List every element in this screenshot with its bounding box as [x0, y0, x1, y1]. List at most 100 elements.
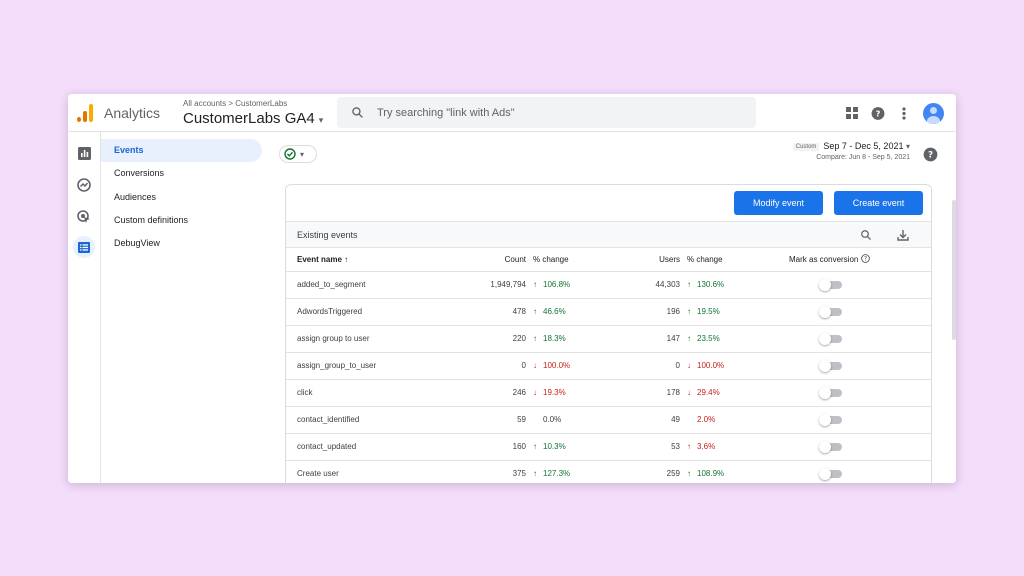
- column-header-count[interactable]: Count: [436, 248, 526, 272]
- property-name: CustomerLabs GA4: [183, 110, 315, 127]
- arrow-up-icon: ↑: [533, 280, 537, 289]
- table-row[interactable]: click 246 ↓ 19.3% 178 ↓ 29.4%: [286, 379, 931, 407]
- download-icon[interactable]: [897, 229, 909, 241]
- date-range-picker[interactable]: Custom Sep 7 - Dec 5, 2021 ▾ Compare: Jun…: [792, 141, 910, 161]
- users-change-cell: ↑ 19.5%: [680, 298, 774, 326]
- column-header-event-name[interactable]: Event name ↑: [286, 248, 436, 272]
- table-row[interactable]: AdwordsTriggered 478 ↑ 46.6% 196 ↑ 19.5%: [286, 298, 931, 326]
- date-range-label: Sep 7 - Dec 5, 2021: [823, 141, 904, 151]
- count-change-cell: ↓ 19.3%: [526, 379, 636, 407]
- count-change-cell: ↓ 100.0%: [526, 352, 636, 380]
- event-name-cell[interactable]: contact_identified: [286, 406, 436, 434]
- compare-range-label: Compare: Jun 8 - Sep 5, 2021: [816, 154, 910, 161]
- analytics-window: Analytics All accounts > CustomerLabs Cu…: [68, 94, 956, 483]
- svg-text:?: ?: [928, 151, 933, 161]
- users-change-cell: 2.0%: [680, 406, 774, 434]
- arrow-up-icon: ↑: [687, 442, 691, 451]
- column-header-count-change[interactable]: % change: [526, 248, 636, 272]
- arrow-down-icon: ↓: [687, 388, 691, 397]
- modify-event-button[interactable]: Modify event: [734, 191, 823, 215]
- conversion-cell: [774, 379, 931, 407]
- arrow-up-icon: ↑: [533, 334, 537, 343]
- events-card: Modify event Create event Existing event…: [285, 184, 932, 483]
- count-change-cell: 0.0%: [526, 406, 636, 434]
- arrow-down-icon: ↓: [687, 361, 691, 370]
- event-name-cell[interactable]: click: [286, 379, 436, 407]
- subnav-item-custom-definitions[interactable]: Custom definitions: [114, 215, 189, 225]
- subnav-item-conversions[interactable]: Conversions: [114, 168, 165, 178]
- users-cell: 178: [636, 379, 680, 407]
- configure-icon[interactable]: [73, 236, 95, 258]
- column-header-users[interactable]: Users: [636, 248, 680, 272]
- account-avatar[interactable]: [923, 102, 944, 124]
- subnav-item-events[interactable]: Events: [101, 139, 262, 162]
- table-row[interactable]: assign_group_to_user 0 ↓ 100.0% 0 ↓ 100.0%: [286, 352, 931, 380]
- mark-as-conversion-toggle[interactable]: [819, 386, 842, 399]
- search-input[interactable]: [377, 104, 737, 121]
- mark-as-conversion-toggle[interactable]: [819, 467, 842, 480]
- event-name-cell[interactable]: Create user: [286, 460, 436, 483]
- table-row[interactable]: contact_identified 59 0.0% 49 2.0%: [286, 406, 931, 434]
- mark-as-conversion-toggle[interactable]: [819, 413, 842, 426]
- svg-text:?: ?: [876, 108, 881, 118]
- count-cell: 160: [436, 433, 526, 461]
- search-icon[interactable]: [860, 229, 872, 241]
- data-quality-chip[interactable]: ▾: [279, 145, 317, 163]
- chevron-down-icon: ▾: [318, 115, 324, 125]
- users-change-cell: ↑ 130.6%: [680, 271, 774, 299]
- table-header-bar: Existing events: [286, 222, 931, 248]
- event-name-cell[interactable]: assign_group_to_user: [286, 352, 436, 380]
- conversion-cell: [774, 352, 931, 380]
- more-vert-icon[interactable]: [897, 106, 911, 120]
- arrow-up-icon: ↑: [533, 469, 537, 478]
- arrow-up-icon: ↑: [687, 334, 691, 343]
- conversion-cell: [774, 406, 931, 434]
- arrow-up-icon: ↑: [687, 307, 691, 316]
- mark-as-conversion-toggle[interactable]: [819, 332, 842, 345]
- conversion-cell: [774, 325, 931, 353]
- mark-as-conversion-toggle[interactable]: [819, 359, 842, 372]
- table-row[interactable]: added_to_segment 1,949,794 ↑ 106.8% 44,303 ↑ 1…: [286, 271, 931, 299]
- analytics-logo[interactable]: [77, 104, 93, 122]
- event-name-cell[interactable]: AdwordsTriggered: [286, 298, 436, 326]
- custom-badge: Custom: [792, 142, 820, 151]
- count-change-cell: ↑ 106.8%: [526, 271, 636, 299]
- count-cell: 0: [436, 352, 526, 380]
- table-row[interactable]: assign group to user 220 ↑ 18.3% 147 ↑ 23.5%: [286, 325, 931, 353]
- left-rail: [68, 132, 101, 483]
- breadcrumb[interactable]: All accounts > CustomerLabs: [183, 99, 288, 108]
- table-row[interactable]: Create user 375 ↑ 127.3% 259 ↑ 108.9%: [286, 460, 931, 483]
- subnav-item-debugview[interactable]: DebugView: [114, 238, 160, 248]
- count-cell: 478: [436, 298, 526, 326]
- help-icon[interactable]: ?: [871, 106, 885, 120]
- search-icon: [352, 107, 363, 118]
- svg-text:?: ?: [864, 257, 867, 263]
- mark-as-conversion-toggle[interactable]: [819, 440, 842, 453]
- users-change-cell: ↑ 3.6%: [680, 433, 774, 461]
- mark-as-conversion-toggle[interactable]: [819, 305, 842, 318]
- conversion-cell: [774, 460, 931, 483]
- property-selector[interactable]: CustomerLabs GA4 ▾: [183, 110, 323, 127]
- reports-icon[interactable]: [75, 144, 93, 162]
- help-outline-icon[interactable]: ?: [860, 254, 870, 264]
- conversion-cell: [774, 271, 931, 299]
- help-icon[interactable]: ?: [923, 147, 938, 167]
- event-name-cell[interactable]: contact_updated: [286, 433, 436, 461]
- scrollbar[interactable]: [952, 200, 956, 340]
- arrow-up-icon: ↑: [533, 307, 537, 316]
- arrow-up-icon: ↑: [533, 442, 537, 451]
- users-change-cell: ↑ 108.9%: [680, 460, 774, 483]
- explore-icon[interactable]: [75, 176, 93, 194]
- advertising-icon[interactable]: [75, 208, 93, 226]
- arrow-up-icon: ↑: [687, 280, 691, 289]
- search-bar[interactable]: [337, 97, 756, 128]
- mark-as-conversion-toggle[interactable]: [819, 278, 842, 291]
- apps-grid-icon[interactable]: [845, 106, 859, 120]
- count-change-cell: ↑ 18.3%: [526, 325, 636, 353]
- create-event-button[interactable]: Create event: [834, 191, 923, 215]
- table-row[interactable]: contact_updated 160 ↑ 10.3% 53 ↑ 3.6%: [286, 433, 931, 461]
- event-name-cell[interactable]: added_to_segment: [286, 271, 436, 299]
- subnav-item-audiences[interactable]: Audiences: [114, 192, 157, 202]
- event-name-cell[interactable]: assign group to user: [286, 325, 436, 353]
- column-header-users-change[interactable]: % change: [680, 248, 774, 272]
